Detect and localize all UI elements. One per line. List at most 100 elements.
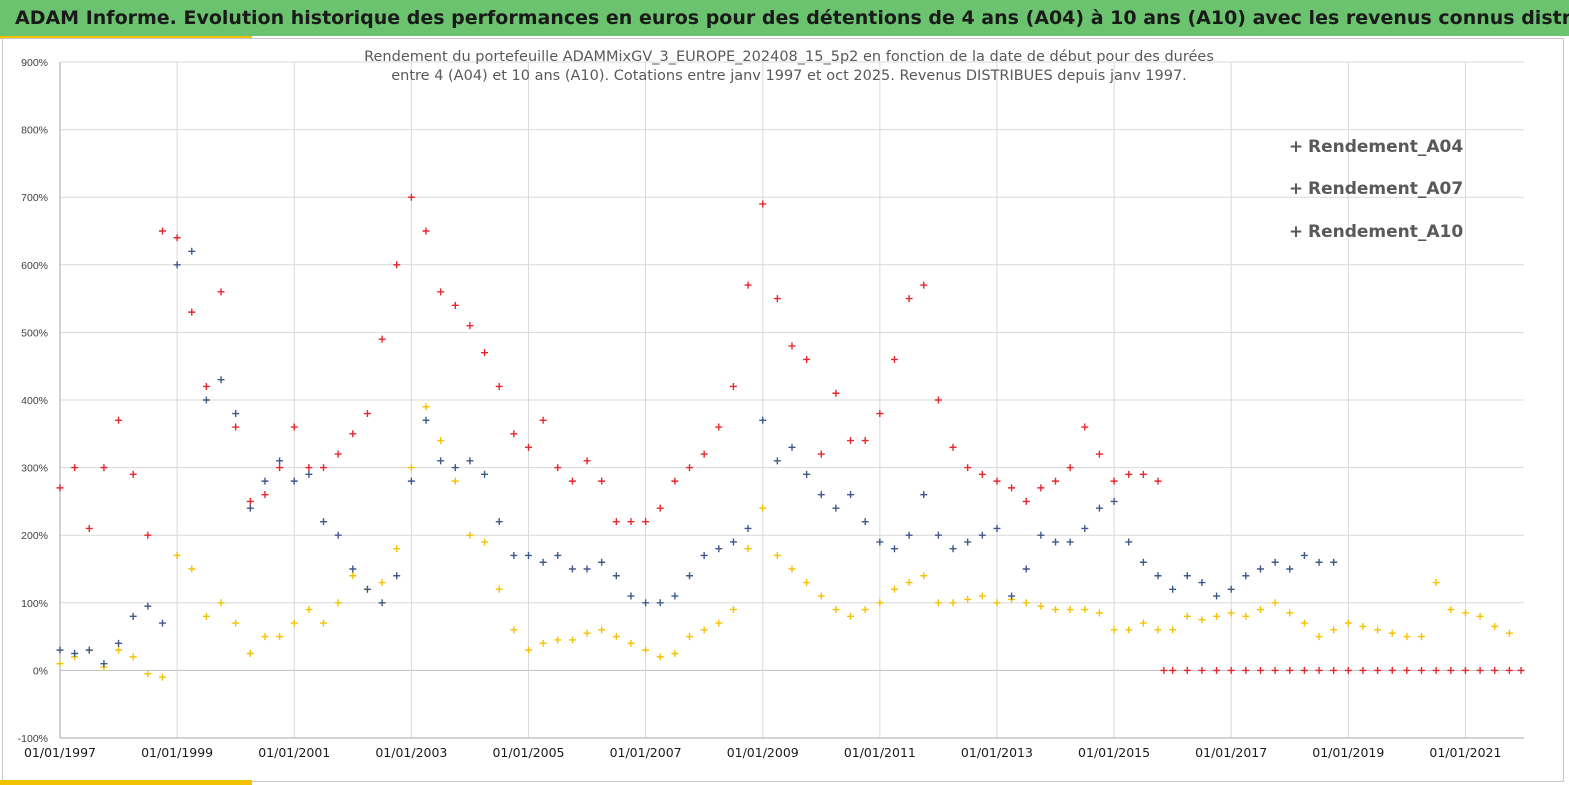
- data-point: [1110, 626, 1118, 634]
- legend-item-a10: + Rendement_A10: [1289, 222, 1464, 242]
- data-point: [202, 612, 210, 620]
- data-point: [1125, 626, 1133, 634]
- data-point: [1476, 612, 1484, 620]
- data-point: [583, 629, 591, 637]
- y-tick-label: 900%: [21, 57, 48, 69]
- data-point: [964, 595, 972, 603]
- data-point: [1330, 558, 1338, 566]
- data-point: [1110, 477, 1118, 485]
- data-point: [744, 524, 752, 532]
- series-rendement-a10-zero-tail: [1160, 666, 1525, 674]
- data-point: [642, 518, 650, 526]
- data-point: [832, 389, 840, 397]
- legend-label-a04: Rendement_A04: [1308, 137, 1463, 157]
- data-point: [173, 551, 181, 559]
- data-point: [627, 518, 635, 526]
- data-point: [847, 437, 855, 445]
- data-points: [56, 193, 1525, 681]
- data-point: [803, 470, 811, 478]
- data-point: [656, 653, 664, 661]
- data-point: [744, 281, 752, 289]
- data-point: [1286, 666, 1294, 674]
- data-point: [320, 464, 328, 472]
- data-point: [71, 464, 79, 472]
- x-tick-label: 01/01/2007: [610, 745, 682, 760]
- data-point: [847, 612, 855, 620]
- data-point: [1286, 609, 1294, 617]
- data-point: [1160, 666, 1168, 674]
- data-point: [495, 585, 503, 593]
- data-point: [759, 504, 767, 512]
- data-point: [129, 470, 137, 478]
- data-point: [144, 602, 152, 610]
- data-point: [1008, 592, 1016, 600]
- data-point: [759, 416, 767, 424]
- data-point: [144, 531, 152, 539]
- data-point: [232, 619, 240, 627]
- data-point: [495, 518, 503, 526]
- page-title-banner: ADAM Informe. Evolution historique des p…: [0, 0, 1569, 36]
- x-tick-label: 01/01/2021: [1429, 745, 1501, 760]
- data-point: [1242, 572, 1250, 580]
- data-point: [1139, 558, 1147, 566]
- data-point: [861, 518, 869, 526]
- data-point: [729, 606, 737, 614]
- data-point: [920, 572, 928, 580]
- data-point: [1081, 606, 1089, 614]
- data-point: [363, 585, 371, 593]
- data-point: [1315, 633, 1323, 641]
- data-point: [1300, 666, 1308, 674]
- data-point: [539, 639, 547, 647]
- legend-label-a07: Rendement_A07: [1308, 179, 1463, 199]
- data-point: [686, 464, 694, 472]
- data-point: [861, 437, 869, 445]
- x-tick-label: 01/01/2013: [961, 745, 1033, 760]
- data-point: [305, 470, 313, 478]
- data-point: [1213, 612, 1221, 620]
- legend-item-a04: + Rendement_A04: [1289, 137, 1464, 157]
- data-point: [1227, 666, 1235, 674]
- data-point: [832, 504, 840, 512]
- data-point: [246, 497, 254, 505]
- data-point: [407, 464, 415, 472]
- y-tick-label: 600%: [21, 260, 48, 272]
- data-point: [1315, 558, 1323, 566]
- data-point: [1447, 606, 1455, 614]
- data-point: [217, 376, 225, 384]
- chart-title-line2: entre 4 (A04) et 10 ans (A10). Cotations…: [391, 68, 1187, 84]
- data-point: [1198, 616, 1206, 624]
- data-point: [1066, 464, 1074, 472]
- data-point: [890, 545, 898, 553]
- x-tick-label: 01/01/2003: [375, 745, 447, 760]
- data-point: [1081, 423, 1089, 431]
- data-point: [671, 650, 679, 657]
- y-tick-label: 400%: [21, 395, 48, 407]
- data-point: [129, 653, 137, 661]
- data-point: [451, 477, 459, 485]
- data-point: [261, 477, 269, 485]
- banner-accent-bar: [0, 36, 252, 39]
- data-point: [202, 382, 210, 390]
- data-point: [964, 464, 972, 472]
- data-point: [481, 538, 489, 546]
- data-point: [1183, 612, 1191, 620]
- data-point: [495, 382, 503, 390]
- data-point: [1227, 585, 1235, 593]
- data-point: [115, 639, 123, 647]
- data-point: [1388, 629, 1396, 637]
- data-point: [407, 193, 415, 201]
- data-point: [686, 633, 694, 641]
- data-point: [1271, 666, 1279, 674]
- data-point: [583, 457, 591, 465]
- y-tick-label: 500%: [21, 327, 48, 339]
- data-point: [1183, 666, 1191, 674]
- data-point: [934, 531, 942, 539]
- data-point: [1154, 477, 1162, 485]
- data-point: [437, 288, 445, 296]
- data-point: [1330, 666, 1338, 674]
- data-point: [1227, 609, 1235, 617]
- data-point: [890, 585, 898, 593]
- data-point: [1300, 551, 1308, 559]
- data-point: [817, 491, 825, 499]
- data-point: [334, 599, 342, 607]
